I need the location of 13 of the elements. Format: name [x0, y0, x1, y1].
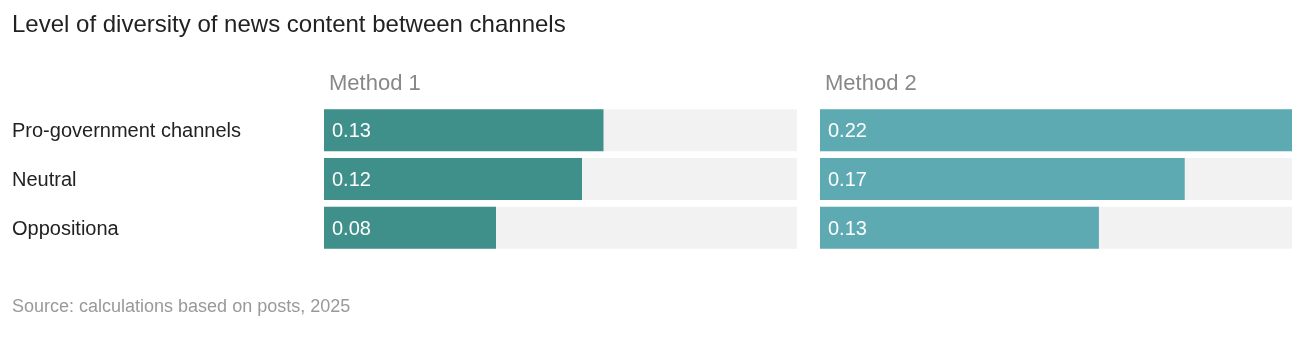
chart-title: Level of diversity of news content between channels [12, 10, 566, 38]
y-tick-label: Pro-government channels [12, 119, 242, 142]
source-note: Source: calculations based on posts, 2025 [12, 296, 351, 317]
data-label: 0.13 [332, 119, 371, 142]
data-label: 0.17 [828, 168, 867, 190]
data-label: 0.22 [828, 119, 867, 142]
data-label: 0.12 [332, 168, 371, 190]
data-label: 0.08 [332, 216, 371, 239]
y-tick-label: Oppositiona [12, 216, 120, 239]
data-label: 0.13 [828, 216, 867, 239]
chart-subtitle: Method 2 [825, 69, 917, 95]
chart-subtitle: Method 1 [329, 69, 421, 95]
y-tick-label: Neutral [12, 168, 77, 190]
